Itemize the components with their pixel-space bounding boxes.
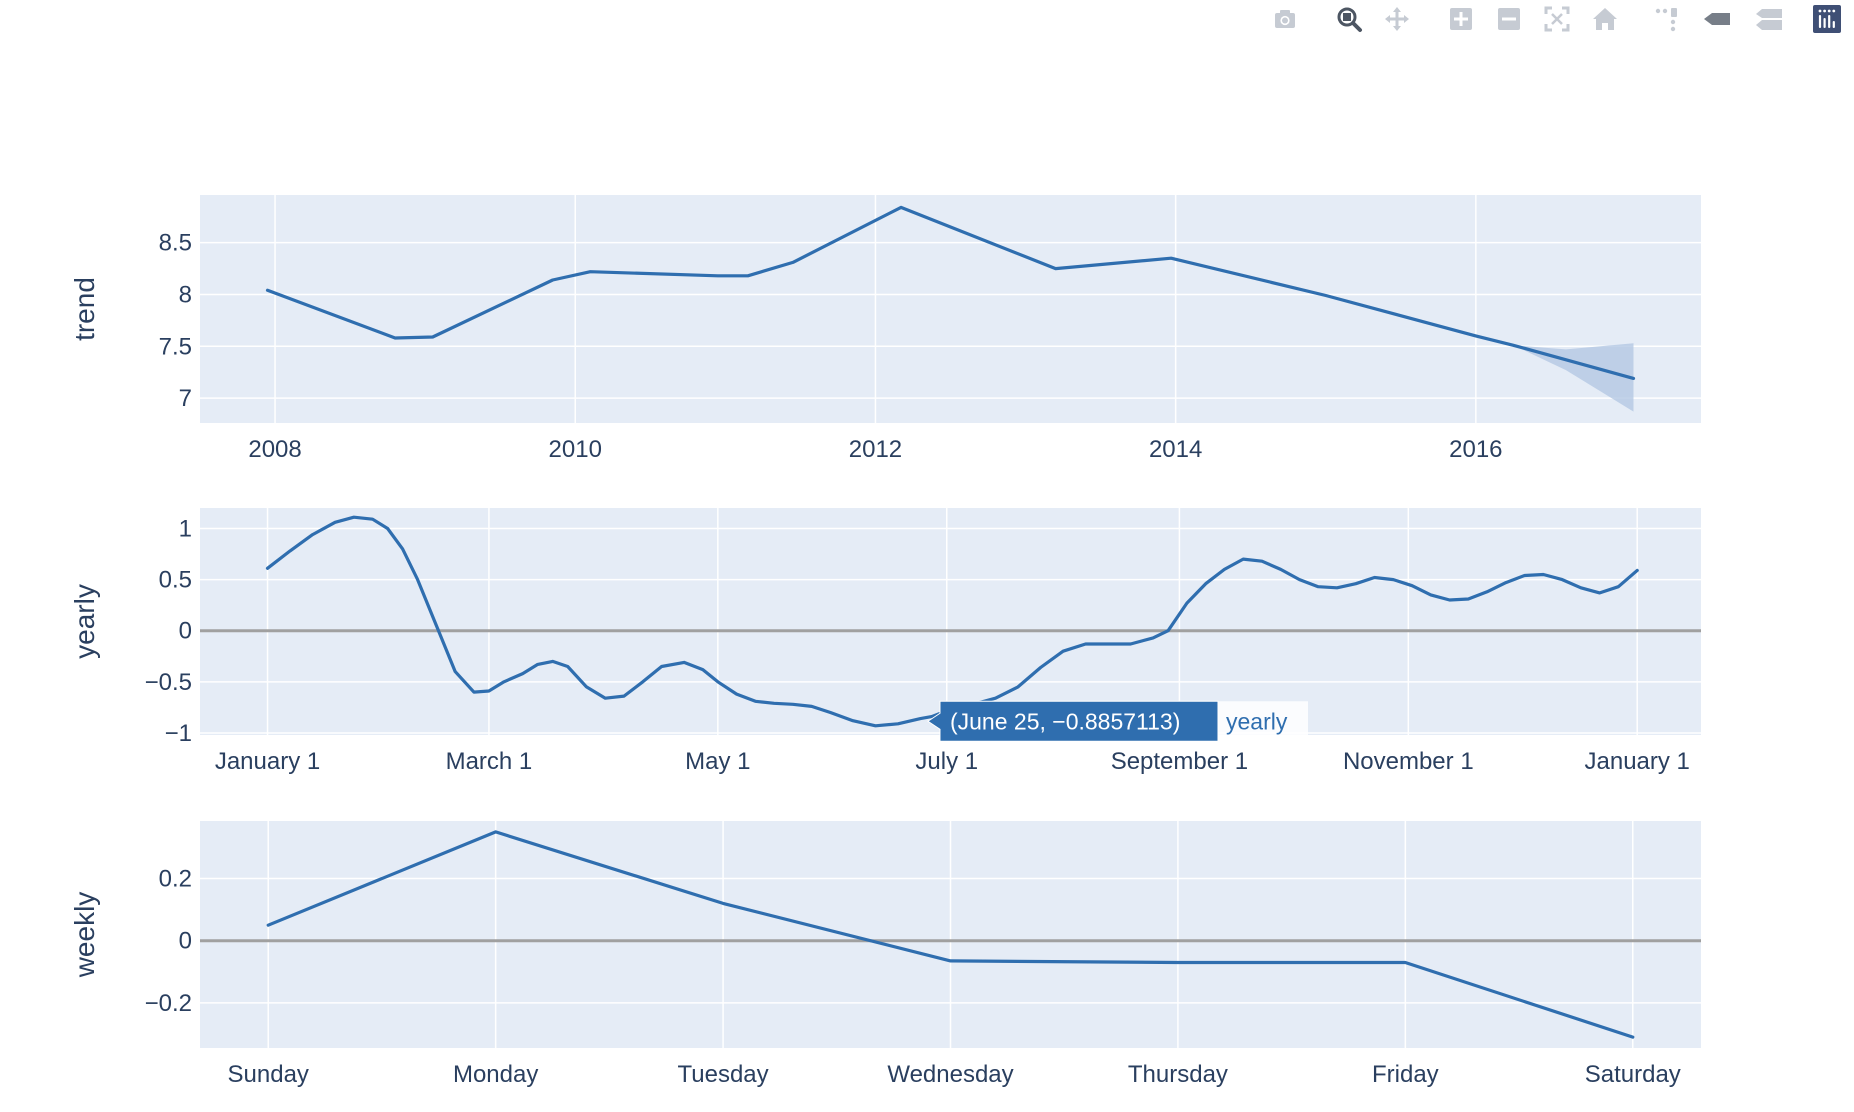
yearly-y-tick-label: 1 [179,515,192,542]
spike-lines-button[interactable] [1648,2,1682,36]
hover-compare-button[interactable] [1752,2,1786,36]
trend-x-tick-label: 2010 [549,436,602,463]
trend-x-tick-label: 2012 [849,436,902,463]
trend-series-line [265,205,1636,380]
yearly-x-tick-label: May 1 [685,748,750,775]
trend-axis-title: trend [69,277,100,341]
yearly-y-tick-label: 0.5 [159,567,192,594]
weekly-series-line [266,830,1635,1039]
yearly-y-tick-label: 0 [179,618,192,645]
hover-compare-icon [1756,9,1782,30]
trend-y-tick-label: 7.5 [159,333,192,360]
weekly-y-tick-label: 0 [179,928,192,955]
yearly-x-tick-label: January 1 [215,748,320,775]
yearly-hover-name-box [1217,701,1308,742]
zoom-button[interactable] [1332,2,1366,36]
weekly-axis-title: weekly [69,892,100,979]
trend-plot-area [200,195,1701,423]
zoom-out-icon [1498,8,1520,30]
modebar [0,0,1854,40]
trend-y-tick-label: 7 [179,385,192,412]
yearly-y-tick-label: −0.5 [145,669,192,696]
weekly-x-tick-label: Sunday [228,1061,309,1088]
yearly-x-tick-label: September 1 [1111,748,1248,775]
trend-y-tick-label: 8 [179,281,192,308]
camera-button[interactable] [1268,2,1302,36]
yearly-hover-label: (June 25, −0.8857113) yearly [927,700,1308,742]
trend-uncertainty-band [1513,343,1634,412]
weekly-x-tick-label: Friday [1372,1061,1439,1088]
yearly-y-tick-label: −1 [165,720,192,747]
weekly-x-tick-label: Tuesday [677,1061,768,1088]
weekly-x-tick-label: Wednesday [887,1061,1013,1088]
yearly-hover-value: (June 25, −0.8857113) [950,708,1180,734]
autoscale-icon [1544,6,1570,32]
plotly-logo-icon [1813,5,1841,33]
trend-x-tick-label: 2014 [1149,436,1202,463]
hover-closest-button[interactable] [1700,2,1734,36]
weekly-panel: Sunday Monday Tuesday Wednesday Thursday Frid… [69,821,1701,1088]
weekly-x-tick-label: Saturday [1585,1061,1681,1088]
spike-lines-icon [1655,8,1677,32]
yearly-series-line [265,515,1639,728]
zoom-in-button[interactable] [1444,2,1478,36]
hover-closest-icon [1704,13,1730,25]
weekly-x-tick-label: Monday [453,1061,538,1088]
yearly-x-tick-label: July 1 [915,748,978,775]
yearly-hover-box [927,700,1219,742]
zoom-in-icon [1450,8,1472,30]
weekly-x-tick-label: Thursday [1128,1061,1228,1088]
pan-icon [1385,7,1409,31]
yearly-x-tick-label: January 1 [1585,748,1690,775]
trend-x-tick-label: 2008 [248,436,301,463]
camera-icon [1275,10,1295,28]
yearly-axis-title: yearly [69,584,100,659]
home-icon [1593,8,1617,30]
zoom-out-button[interactable] [1492,2,1526,36]
yearly-plot-area [200,508,1701,735]
zoom-icon [1337,7,1362,32]
yearly-panel: January 1 March 1 May 1 July 1 September 1 No… [69,508,1701,775]
yearly-x-tick-label: November 1 [1343,748,1474,775]
yearly-hover-trace-name: yearly [1226,708,1288,734]
weekly-y-tick-label: 0.2 [159,866,192,893]
trend-y-tick-label: 8.5 [159,230,192,257]
pan-button[interactable] [1380,2,1414,36]
yearly-x-tick-label: March 1 [446,748,533,775]
home-button[interactable] [1588,2,1622,36]
autoscale-button[interactable] [1540,2,1574,36]
trend-x-tick-label: 2016 [1449,436,1502,463]
weekly-y-tick-label: −0.2 [145,990,192,1017]
plotly-logo-button[interactable] [1810,2,1844,36]
trend-panel: 2008 2010 2012 2014 2016 7 7.5 8 8.5 trend [69,195,1701,463]
